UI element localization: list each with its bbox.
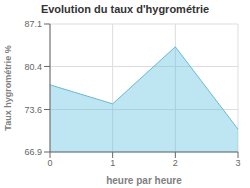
svg-text:3: 3 (235, 158, 240, 168)
svg-text:0: 0 (47, 158, 52, 168)
svg-text:2: 2 (173, 158, 178, 168)
html-text:Evolution du taux d'hygrométri: Evolution du taux d'hygrométrie (40, 3, 210, 15)
svg-text:66.9: 66.9 (24, 147, 42, 157)
svg-text:87.1: 87.1 (24, 19, 42, 29)
svg-text:Taux hygrométrie %: Taux hygrométrie % (8, 45, 13, 130)
svg-text:heure par heure: heure par heure (106, 175, 182, 186)
svg-text:1: 1 (110, 158, 115, 168)
svg-text:80.4: 80.4 (24, 62, 42, 72)
svg-text:73.6: 73.6 (24, 105, 42, 115)
